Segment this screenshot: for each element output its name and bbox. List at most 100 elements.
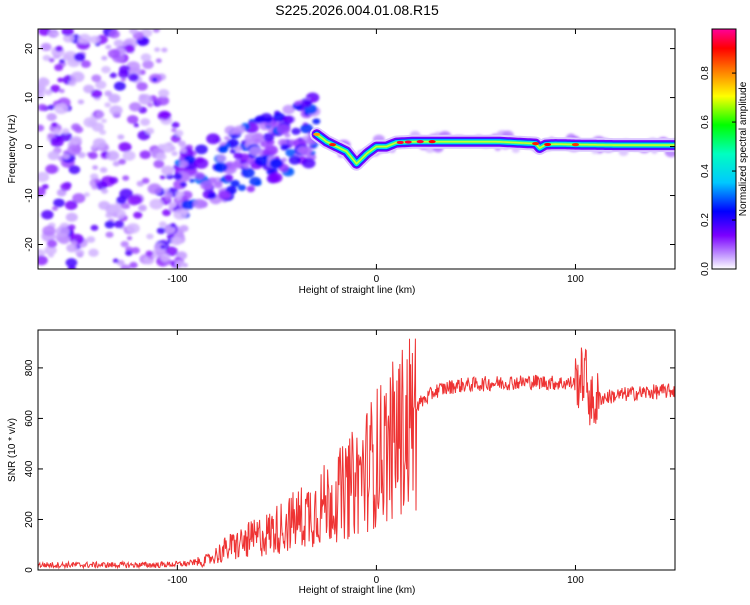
spectrogram-cell: [224, 125, 237, 135]
spectrogram-cell: [171, 121, 180, 129]
spectrogram-cell: [171, 128, 177, 133]
spectrogram-cell: [59, 58, 66, 64]
spectrogram-cell: [91, 74, 102, 83]
spectrogram-cell: [140, 118, 151, 126]
spectrogram-cell: [179, 160, 189, 168]
snr-y-tick-label: 400: [24, 460, 35, 477]
spectrogram-cell: [95, 181, 108, 190]
colorbar-gradient: [711, 28, 737, 270]
spectrogram-cell: [83, 84, 95, 94]
spectrogram-cell: [162, 209, 171, 217]
spectrogram-cell: [299, 146, 312, 156]
spectrogram-cell: [179, 181, 187, 188]
spectrogram-cell: [38, 186, 46, 197]
spectrogram-cell: [77, 151, 86, 159]
spectrogram-cell: [195, 172, 205, 180]
spectrogram-cell: [40, 42, 52, 52]
spectrogram-cell: [244, 133, 256, 143]
spectrogram-cell: [68, 80, 77, 87]
spectrogram-cell: [161, 47, 168, 53]
spectrogram-cell: [112, 258, 119, 264]
spectrogram-cell: [133, 123, 140, 128]
spectrogram-cell: [89, 35, 101, 44]
spectrogram-cell: [105, 231, 114, 238]
spectrogram-cell: [160, 253, 171, 262]
spectrogram-cell: [161, 142, 175, 153]
spectrogram-cell: [38, 171, 50, 183]
spectrogram-peak: [313, 132, 321, 136]
snr-y-tick-label: 200: [24, 511, 35, 528]
spectrogram-cell: [126, 223, 140, 234]
spectrogram-cell: [116, 196, 127, 205]
spectrogram-cell: [156, 95, 170, 106]
spectrogram-cell: [237, 184, 247, 191]
spectrogram-cell: [42, 54, 51, 62]
spectrogram-cell: [118, 69, 130, 79]
spectrogram-cell: [44, 245, 57, 256]
spectrogram-cell: [83, 192, 90, 197]
snr-x-axis: -100 0 100: [167, 330, 584, 586]
spectrogram-cell: [163, 188, 170, 193]
spectrogram-cell: [53, 128, 62, 135]
spectrogram-cell: [168, 201, 177, 208]
spectrogram-cell: [273, 112, 286, 122]
spectrogram-cell: [47, 133, 55, 139]
colorbar-tick-label: 0.6: [700, 115, 711, 129]
spectrogram-cell: [230, 179, 240, 188]
spectrogram-cell: [158, 88, 170, 98]
spectrogram-cell: [264, 117, 273, 123]
spectrogram-cell: [50, 84, 61, 93]
spectrogram-y-tick-label: 10: [24, 92, 35, 104]
spectrogram-cell: [241, 167, 255, 178]
spectrogram-cell: [122, 150, 136, 161]
spectrogram-cell: [164, 192, 173, 199]
spectrogram-ridge: [309, 127, 675, 171]
spectrogram-cell: [112, 204, 122, 212]
spectrogram-cell: [38, 124, 45, 132]
spectrogram-cell: [59, 131, 73, 142]
spectrogram-cell: [88, 248, 99, 257]
spectrogram-cell: [45, 164, 58, 175]
snr-plot-area: [38, 338, 675, 570]
spectrogram-y-tick-label: 0: [24, 143, 35, 149]
spectrogram-cell: [48, 253, 54, 258]
spectrogram-cell: [149, 198, 164, 210]
spectrogram-cell: [112, 161, 120, 167]
spectrogram-cell: [75, 249, 85, 257]
spectrogram-cell: [155, 152, 167, 161]
spectrogram-cell: [276, 123, 291, 135]
spectrogram-cell: [229, 148, 236, 154]
spectrogram-peak: [416, 140, 424, 144]
spectrogram-cell: [170, 223, 176, 228]
spectrogram-cell: [42, 225, 56, 236]
spectrogram-cell: [125, 250, 133, 256]
spectrogram-cell: [139, 150, 151, 160]
spectrogram-cell: [44, 89, 53, 96]
snr-x-tick-label: 100: [567, 575, 584, 586]
spectrogram-cell: [164, 225, 176, 234]
spectrogram-cell: [154, 47, 161, 52]
spectrogram-cell: [268, 172, 283, 183]
spectrogram-cell: [56, 188, 67, 197]
spectrogram-cell: [207, 192, 217, 199]
spectrogram-peak: [329, 142, 337, 147]
spectrogram-cell: [131, 247, 140, 254]
spectrogram-cell: [113, 39, 124, 47]
spectrogram-cell: [152, 29, 160, 33]
spectrogram-cell: [189, 178, 195, 183]
spectrogram-cell: [38, 89, 45, 100]
snr-x-tick-label: -100: [167, 575, 187, 586]
spectrogram-cell: [282, 115, 294, 124]
spectrogram-cell: [141, 177, 150, 184]
spectrogram-cell: [127, 195, 141, 206]
spectrogram-y-label: Frequency (Hz): [7, 115, 18, 184]
colorbar-tick-label: 0.8: [700, 66, 711, 80]
spectrogram-cell: [216, 154, 227, 163]
spectrogram-cell: [59, 88, 65, 94]
colorbar-tick-label: 0.0: [700, 262, 711, 276]
spectrogram-cell: [136, 180, 144, 187]
spectrogram-cell: [68, 165, 81, 175]
spectrogram-cell: [55, 226, 70, 238]
spectrogram-x-tick-label: -100: [167, 274, 187, 285]
spectrogram-cell: [41, 183, 49, 190]
